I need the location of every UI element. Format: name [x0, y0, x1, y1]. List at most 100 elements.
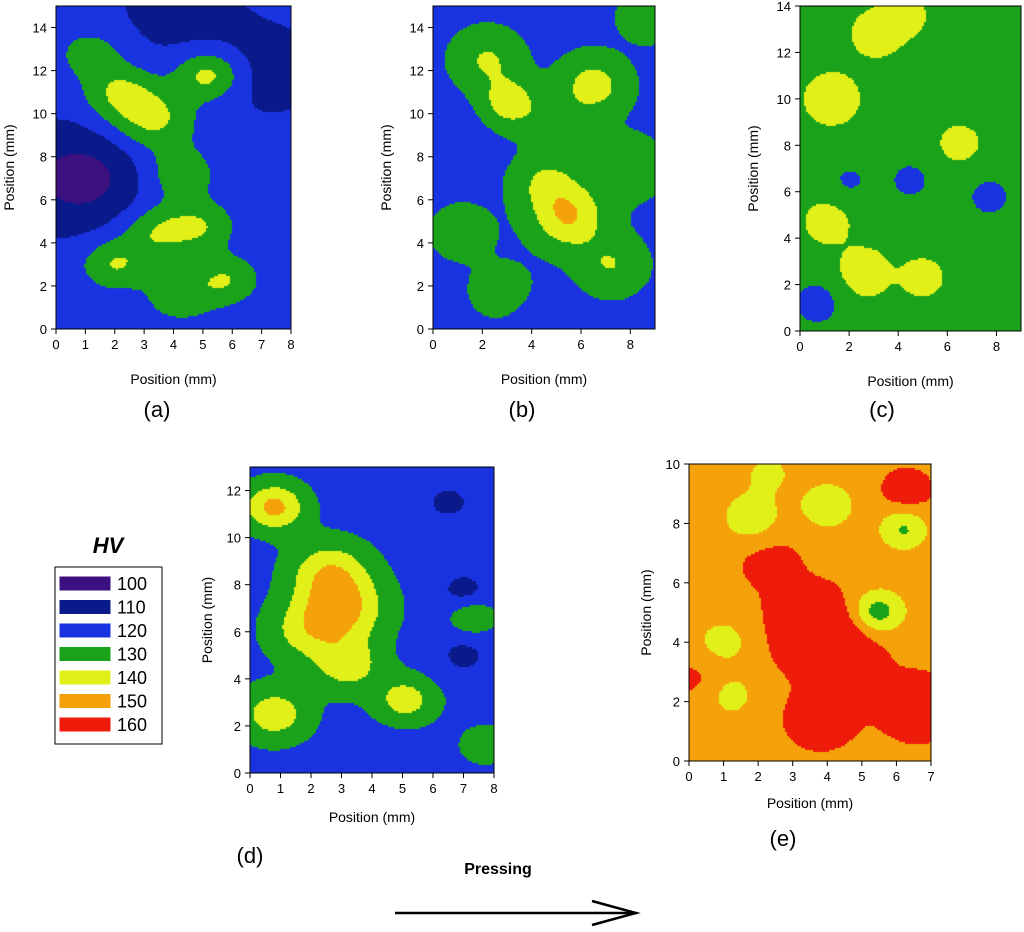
x-axis-label: Position (mm) — [501, 371, 587, 387]
x-tick-label: 6 — [893, 769, 900, 784]
panel-letter: (c) — [869, 397, 895, 422]
legend-label: 100 — [117, 574, 147, 594]
legend-swatch — [59, 717, 111, 732]
x-axis-label: Position (mm) — [767, 795, 853, 811]
x-axis-label: Position (mm) — [130, 371, 216, 387]
x-tick-label: 5 — [858, 769, 865, 784]
y-tick-label: 8 — [673, 516, 680, 531]
plot-frame — [799, 5, 1022, 332]
x-tick-label: 7 — [927, 769, 934, 784]
panel-letter: (d) — [237, 843, 264, 868]
legend-swatch — [59, 694, 111, 708]
panel-letter: (e) — [770, 826, 797, 851]
hv-legend: HV 100 110 120 130 140 150 160 — [54, 533, 163, 745]
x-tick-label: 1 — [720, 769, 727, 784]
x-axis-label: Position (mm) — [867, 373, 953, 389]
y-tick-label: 4 — [234, 672, 241, 687]
pressing-arrow: Pressing — [395, 861, 641, 927]
x-tick-label: 2 — [755, 769, 762, 784]
y-axis-label: Position (mm) — [638, 569, 654, 655]
y-tick-label: 2 — [40, 279, 47, 294]
x-tick-label: 7 — [460, 781, 467, 796]
pressing-label: Pressing — [464, 861, 532, 878]
x-tick-label: 4 — [528, 337, 535, 352]
hardness-contour-map — [800, 6, 1021, 331]
y-tick-label: 14 — [33, 21, 47, 36]
panel-c: 0 2 4 6 8 0 2 4 6 8 10 12 14 Position (mm) Position (m… — [745, 0, 1022, 422]
legend-title: HV — [93, 533, 126, 558]
x-tick-label: 2 — [845, 339, 852, 354]
legend-swatch — [59, 647, 111, 661]
x-tick-label: 8 — [993, 339, 1000, 354]
hardness-contour-map — [689, 464, 931, 761]
y-tick-label: 4 — [417, 236, 424, 251]
y-tick-label: 6 — [40, 193, 47, 208]
plot-frame — [432, 5, 656, 330]
x-tick-label: 3 — [789, 769, 796, 784]
legend-label: 120 — [117, 621, 147, 641]
x-tick-label: 8 — [490, 781, 497, 796]
y-tick-label: 6 — [234, 625, 241, 640]
x-tick-label: 8 — [627, 337, 634, 352]
x-tick-label: 6 — [229, 337, 236, 352]
legend-label: 130 — [117, 645, 147, 665]
y-tick-label: 8 — [417, 150, 424, 165]
y-tick-label: 2 — [234, 719, 241, 734]
x-tick-label: 4 — [895, 339, 902, 354]
y-tick-label: 2 — [673, 695, 680, 710]
y-tick-label: 2 — [784, 278, 791, 293]
x-tick-label: 6 — [577, 337, 584, 352]
y-tick-label: 10 — [227, 531, 241, 546]
legend-swatch — [59, 670, 111, 685]
hardness-contour-map — [56, 6, 291, 329]
hardness-contour-map — [433, 6, 655, 329]
y-tick-label: 10 — [410, 107, 424, 122]
plot-frame — [688, 463, 932, 762]
panel-letter: (a) — [144, 397, 171, 422]
y-tick-label: 10 — [666, 457, 680, 472]
legend-label: 140 — [117, 668, 147, 688]
y-tick-label: 0 — [234, 766, 241, 781]
x-axis-label: Position (mm) — [329, 809, 415, 825]
y-tick-label: 12 — [227, 484, 241, 499]
y-tick-label: 12 — [410, 64, 424, 79]
legend-label: 110 — [117, 598, 146, 618]
panel-e: 0 1 2 3 4 5 6 7 0 2 4 6 8 10 Position (mm) Position (mm… — [638, 457, 935, 851]
y-axis-label: Position (mm) — [378, 124, 394, 210]
x-tick-label: 2 — [479, 337, 486, 352]
x-tick-label: 5 — [199, 337, 206, 352]
x-tick-label: 0 — [796, 339, 803, 354]
y-tick-label: 4 — [784, 231, 791, 246]
y-tick-label: 4 — [673, 635, 680, 650]
x-tick-label: 4 — [824, 769, 831, 784]
y-tick-label: 4 — [40, 236, 47, 251]
y-tick-label: 6 — [784, 185, 791, 200]
y-tick-label: 14 — [777, 0, 791, 14]
x-tick-label: 3 — [338, 781, 345, 796]
x-tick-label: 6 — [944, 339, 951, 354]
y-tick-label: 0 — [673, 754, 680, 769]
y-tick-label: 6 — [417, 193, 424, 208]
x-tick-label: 3 — [141, 337, 148, 352]
y-tick-label: 8 — [784, 138, 791, 153]
legend-label: 150 — [117, 692, 147, 712]
arrow-head — [591, 899, 641, 927]
y-tick-label: 0 — [40, 322, 47, 337]
y-tick-label: 12 — [777, 45, 791, 60]
x-tick-label: 2 — [111, 337, 118, 352]
panel-letter: (b) — [509, 397, 536, 422]
y-tick-label: 6 — [673, 576, 680, 591]
legend-swatch — [59, 576, 111, 591]
y-tick-label: 10 — [33, 107, 47, 122]
x-tick-label: 7 — [258, 337, 265, 352]
x-tick-label: 4 — [368, 781, 375, 796]
legend-swatch — [59, 600, 111, 614]
x-tick-label: 0 — [246, 781, 253, 796]
y-tick-label: 0 — [784, 324, 791, 339]
legend-label: 160 — [117, 715, 147, 735]
x-tick-label: 1 — [82, 337, 89, 352]
